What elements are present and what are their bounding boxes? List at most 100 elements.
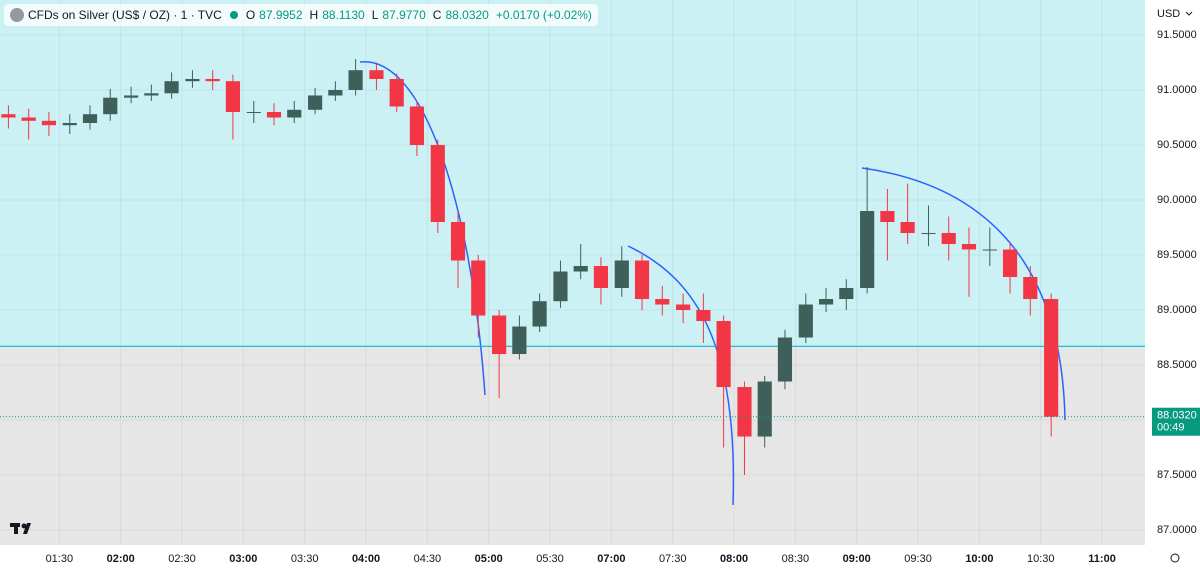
y-tick-label: 89.5000: [1157, 249, 1197, 261]
candle-body: [430, 144, 445, 223]
y-tick-label: 87.5000: [1157, 469, 1197, 481]
candle-body: [471, 260, 486, 316]
candle-body: [1, 114, 16, 118]
candle-body: [205, 78, 220, 82]
candle-body: [308, 95, 323, 110]
candle-body: [328, 89, 343, 96]
y-tick-label: 89.0000: [1157, 304, 1197, 316]
candle-body: [880, 211, 895, 223]
y-tick-label: 90.0000: [1157, 194, 1197, 206]
ohlc: O 87.9952 H 88.1130 L 87.9770 C 88.0320: [246, 8, 492, 22]
ohlc-label: H: [309, 8, 319, 22]
candle-body: [124, 95, 139, 98]
candle-body: [818, 299, 834, 305]
candle-body: [614, 260, 629, 289]
status-dot: [229, 11, 238, 19]
x-tick-label: 09:30: [904, 553, 932, 565]
candle-body: [941, 233, 956, 245]
candle-body: [82, 114, 98, 123]
candle-body: [900, 222, 915, 234]
candle-body: [348, 70, 363, 90]
x-tick-label: 05:30: [536, 553, 564, 565]
candle-body: [634, 260, 650, 300]
candle-body: [164, 81, 179, 94]
candle-body: [512, 326, 527, 355]
x-tick-label: 04:00: [352, 553, 380, 565]
candle-body: [655, 299, 670, 305]
x-tick-label: 02:00: [107, 553, 135, 565]
candle-body: [246, 111, 261, 113]
ohlc-label: L: [371, 8, 379, 22]
candle-body: [369, 70, 384, 79]
currency[interactable]: USD: [1157, 8, 1180, 20]
y-tick-label: 87.0000: [1157, 524, 1197, 536]
x-tick-label: 03:30: [291, 553, 319, 565]
candle-body: [409, 106, 425, 145]
x-tick-label: 05:00: [475, 553, 503, 565]
symbol-icon: [10, 8, 24, 22]
candle-body: [62, 122, 77, 126]
ohlc-value: 87.9952: [259, 8, 303, 22]
candle-body: [573, 266, 588, 272]
zone-below: [0, 346, 1145, 545]
legend: CFDs on Silver (US$ / OZ) · 1 · TVC O 87.…: [4, 4, 598, 26]
arc-drawing[interactable]: [861, 167, 1066, 421]
candle-body: [492, 315, 507, 355]
y-tick-label: 91.0000: [1157, 84, 1197, 96]
time-axis: [0, 545, 1145, 570]
x-tick-label: 09:00: [843, 553, 871, 565]
candle-body: [1002, 249, 1018, 278]
x-tick-label: 02:30: [168, 553, 196, 565]
candle-body: [839, 288, 854, 300]
zone-above: [0, 0, 1145, 347]
candle-body: [921, 233, 936, 235]
candle-body: [961, 244, 977, 250]
x-tick-label: 11:00: [1088, 553, 1116, 565]
candle-body: [266, 111, 282, 118]
candle-body: [716, 321, 731, 388]
candle-body: [696, 310, 711, 322]
symbol[interactable]: CFDs on Silver (US$ / OZ) · 1 · TVC: [28, 8, 222, 22]
candle-body: [593, 266, 609, 289]
candle-body: [798, 304, 813, 338]
candle-body: [860, 211, 875, 289]
x-tick-label: 07:00: [597, 553, 625, 565]
ohlc-value: 88.0320: [445, 8, 489, 22]
y-tick-label: 91.5000: [1157, 29, 1197, 41]
y-tick-label: 88.5000: [1157, 359, 1197, 371]
candle-body: [144, 93, 159, 96]
ohlc-label: O: [245, 8, 256, 22]
candle-body: [1023, 277, 1038, 300]
candle-body: [389, 78, 404, 107]
candle-body: [777, 337, 793, 382]
countdown: 00:49: [1157, 422, 1185, 434]
candle-body: [532, 301, 547, 327]
candle-body: [450, 222, 466, 261]
x-tick-label: 03:00: [229, 553, 257, 565]
tv-logo: [10, 523, 31, 534]
candle-body: [21, 117, 36, 121]
candle-body: [737, 387, 752, 437]
x-tick-label: 07:30: [659, 553, 687, 565]
x-tick-label: 10:00: [965, 553, 993, 565]
last-price-box: [1152, 407, 1200, 436]
x-tick-label: 08:00: [720, 553, 748, 565]
candle-body: [676, 304, 691, 311]
settings-icon[interactable]: [1170, 553, 1180, 563]
candle-body: [982, 249, 997, 251]
x-tick-label: 01:30: [46, 553, 74, 565]
candle-body: [103, 97, 118, 115]
x-tick-label: 10:30: [1027, 553, 1055, 565]
x-tick-label: 04:30: [414, 553, 442, 565]
y-tick-label: 90.5000: [1157, 139, 1197, 151]
candle-body: [553, 271, 568, 302]
ohlc-value: 87.9770: [382, 8, 426, 22]
price-axis: [1145, 0, 1200, 570]
candle-body: [185, 78, 200, 82]
ohlc-value: 88.1130: [322, 8, 365, 22]
arc-drawing[interactable]: [627, 245, 735, 506]
candle-body: [757, 381, 772, 437]
dropdown-icon[interactable]: [1185, 11, 1193, 16]
